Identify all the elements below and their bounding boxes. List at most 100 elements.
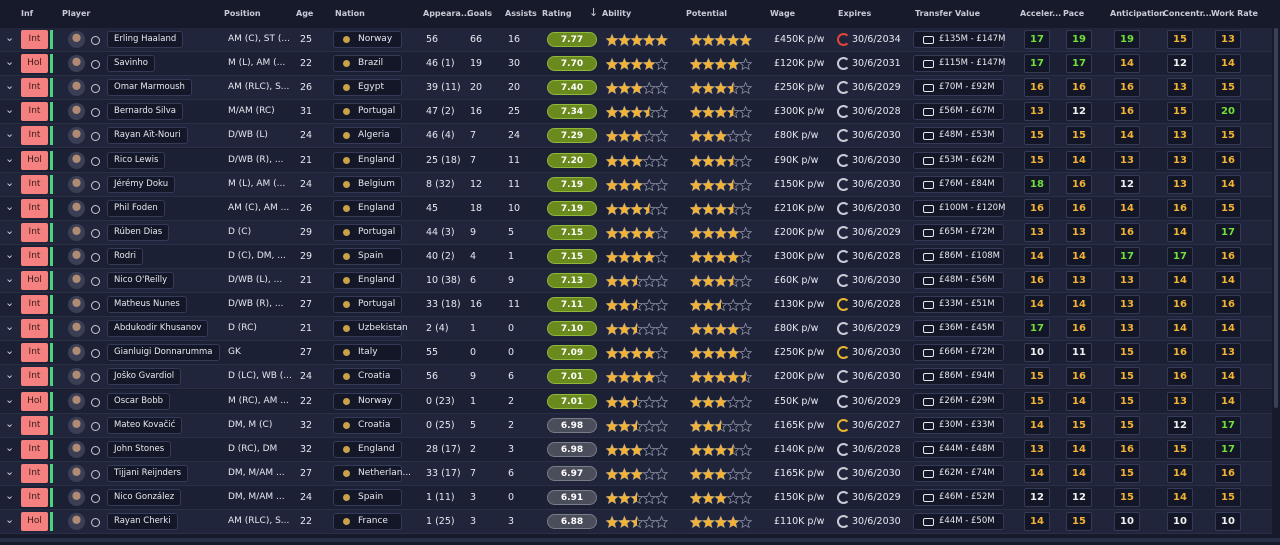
inf-badge[interactable]: Int — [21, 30, 48, 49]
column-header[interactable]: Inf — [21, 9, 34, 18]
player-row[interactable]: ⌄ Int Joško Gvardiol D (LC), WB (... 24 Croat… — [0, 365, 1272, 390]
player-name[interactable]: Nico O'Reilly — [107, 272, 175, 289]
expand-chevron[interactable]: ⌄ — [5, 175, 15, 189]
inf-badge[interactable]: Int — [21, 222, 48, 242]
inf-badge[interactable]: Int — [21, 246, 48, 266]
inf-badge[interactable]: Int — [21, 343, 48, 363]
expand-chevron[interactable]: ⌄ — [5, 440, 15, 454]
expand-chevron[interactable]: ⌄ — [5, 127, 15, 141]
column-header[interactable]: Work Rate — [1211, 9, 1258, 18]
expand-chevron[interactable]: ⌄ — [5, 79, 15, 93]
transfer-value[interactable]: £33M - £51M — [913, 296, 1004, 314]
column-header[interactable]: Anticipation — [1110, 9, 1165, 18]
column-header[interactable]: Wage — [770, 9, 796, 18]
column-header[interactable]: Player — [62, 9, 91, 18]
transfer-value[interactable]: £62M - £74M — [913, 464, 1004, 482]
expand-chevron[interactable]: ⌄ — [5, 31, 15, 44]
nation[interactable]: Egypt — [333, 79, 402, 97]
nation[interactable]: Portugal — [333, 296, 402, 314]
column-header[interactable]: Concentr... — [1163, 9, 1212, 18]
player-name[interactable]: Rayan Cherki — [107, 513, 178, 530]
player-row[interactable]: ⌄ Int Bernardo Silva M/AM (RC) 31 Portugal 47 … — [0, 100, 1272, 125]
player-row[interactable]: ⌄ Hol Rayan Cherki AM (RLC), S... 22 France 1 … — [0, 510, 1272, 534]
transfer-value[interactable]: £56M - £67M — [913, 103, 1004, 121]
player-name[interactable]: Nico González — [107, 488, 182, 506]
column-header[interactable]: Nation — [335, 9, 365, 18]
transfer-value[interactable]: £135M - £147M — [913, 31, 1005, 48]
inf-badge[interactable]: Hol — [21, 54, 48, 74]
column-header[interactable]: Acceler... — [1020, 9, 1062, 18]
transfer-value[interactable]: £30M - £33M — [913, 416, 1004, 434]
nation[interactable]: Netherlan... — [333, 464, 411, 482]
player-row[interactable]: ⌄ Hol Savinho M (L), AM (... 22 Brazil 46 (1) 1… — [0, 52, 1272, 77]
player-row[interactable]: ⌄ Int Tijjani Reijnders DM, M/AM ... 27 Nethe… — [0, 461, 1272, 486]
player-row[interactable]: ⌄ Hol Nico O'Reilly D/WB (L), ... 21 England 1… — [0, 269, 1272, 293]
inf-badge[interactable]: Hol — [21, 512, 48, 531]
sort-arrow[interactable]: ↓ — [589, 6, 599, 19]
inf-badge[interactable]: Hol — [21, 150, 48, 170]
player-name[interactable]: Matheus Nunes — [107, 296, 187, 314]
inf-badge[interactable]: Int — [21, 463, 48, 483]
nation[interactable]: Italy — [333, 344, 402, 362]
expand-chevron[interactable]: ⌄ — [5, 513, 15, 526]
transfer-value[interactable]: £115M - £147M — [913, 55, 1005, 73]
nation[interactable]: France — [333, 513, 402, 530]
column-header[interactable]: Potential — [686, 9, 728, 18]
player-row[interactable]: ⌄ Int Phil Foden AM (C), AM ... 26 England 45 1… — [0, 196, 1272, 221]
player-row[interactable]: ⌄ Int Matheus Nunes D/WB (R), ... 27 Portugal… — [0, 293, 1272, 318]
transfer-value[interactable]: £53M - £62M — [913, 151, 1004, 169]
player-name[interactable]: Rúben Dias — [107, 223, 170, 241]
column-header[interactable]: Goals — [467, 9, 492, 18]
player-row[interactable]: ⌄ Hol Rico Lewis D/WB (R), ... 21 England 25 (… — [0, 148, 1272, 173]
transfer-value[interactable]: £26M - £29M — [913, 392, 1004, 410]
nation[interactable]: Brazil — [333, 55, 402, 73]
column-header[interactable]: Ability — [602, 9, 632, 18]
transfer-value[interactable]: £100M - £120M — [913, 199, 1005, 217]
expand-chevron[interactable]: ⌄ — [5, 344, 15, 358]
expand-chevron[interactable]: ⌄ — [5, 368, 15, 382]
nation[interactable]: Croatia — [333, 368, 402, 386]
player-row[interactable]: ⌄ Int Abdukodir Khusanov D (RC) 21 Uzbekistan… — [0, 317, 1272, 342]
nation[interactable]: Croatia — [333, 416, 402, 434]
player-name[interactable]: Mateo Kovačić — [107, 416, 183, 434]
expand-chevron[interactable]: ⌄ — [5, 247, 15, 261]
transfer-value[interactable]: £66M - £72M — [913, 344, 1004, 362]
player-row[interactable]: ⌄ Int Rodri D (C), DM, ... 29 Spain 40 (2) 4 1 7.… — [0, 244, 1272, 269]
player-row[interactable]: ⌄ Int Rúben Dias D (C) 29 Portugal 44 (3) 9 5 7.1… — [0, 220, 1272, 245]
h-scrollbar[interactable] — [0, 538, 1280, 542]
player-name[interactable]: John Stones — [107, 440, 172, 458]
expand-chevron[interactable]: ⌄ — [5, 320, 15, 334]
transfer-value[interactable]: £44M - £50M — [913, 513, 1004, 530]
inf-badge[interactable]: Int — [21, 126, 48, 146]
player-row[interactable]: ⌄ Int Rayan Aït-Nouri D/WB (L) 24 Algeria 46 (… — [0, 124, 1272, 149]
expand-chevron[interactable]: ⌄ — [5, 296, 15, 310]
inf-badge[interactable]: Int — [21, 295, 48, 315]
transfer-value[interactable]: £86M - £94M — [913, 368, 1004, 386]
nation[interactable]: Portugal — [333, 103, 402, 121]
inf-badge[interactable]: Int — [21, 415, 48, 435]
inf-badge[interactable]: Hol — [21, 271, 48, 290]
player-name[interactable]: Rayan Aït-Nouri — [107, 127, 188, 145]
nation[interactable]: Spain — [333, 247, 402, 265]
expand-chevron[interactable]: ⌄ — [5, 416, 15, 430]
player-name[interactable]: Savinho — [107, 55, 155, 73]
expand-chevron[interactable]: ⌄ — [5, 103, 15, 117]
inf-badge[interactable]: Int — [21, 367, 48, 387]
column-header[interactable]: Transfer Value — [915, 9, 981, 18]
player-row[interactable]: ⌄ Int Jérémy Doku M (L), AM (... 24 Belgium 8 … — [0, 172, 1272, 197]
expand-chevron[interactable]: ⌄ — [5, 272, 15, 285]
nation[interactable]: Uzbekistan — [333, 320, 408, 338]
inf-badge[interactable]: Int — [21, 487, 48, 507]
player-row[interactable]: ⌄ Hol Oscar Bobb M (RC), AM ... 22 Norway 0 (2… — [0, 389, 1272, 414]
transfer-value[interactable]: £36M - £45M — [913, 320, 1004, 338]
expand-chevron[interactable]: ⌄ — [5, 392, 15, 406]
column-header[interactable]: Pace — [1063, 9, 1085, 18]
nation[interactable]: Norway — [333, 31, 402, 48]
player-name[interactable]: Abdukodir Khusanov — [107, 320, 209, 338]
expand-chevron[interactable]: ⌄ — [5, 488, 15, 502]
player-name[interactable]: Bernardo Silva — [107, 103, 184, 121]
player-row[interactable]: ⌄ Int John Stones D (RC), DM 32 England 28 (17… — [0, 437, 1272, 462]
transfer-value[interactable]: £48M - £56M — [913, 272, 1004, 289]
transfer-value[interactable]: £48M - £53M — [913, 127, 1004, 145]
nation[interactable]: England — [333, 199, 402, 217]
